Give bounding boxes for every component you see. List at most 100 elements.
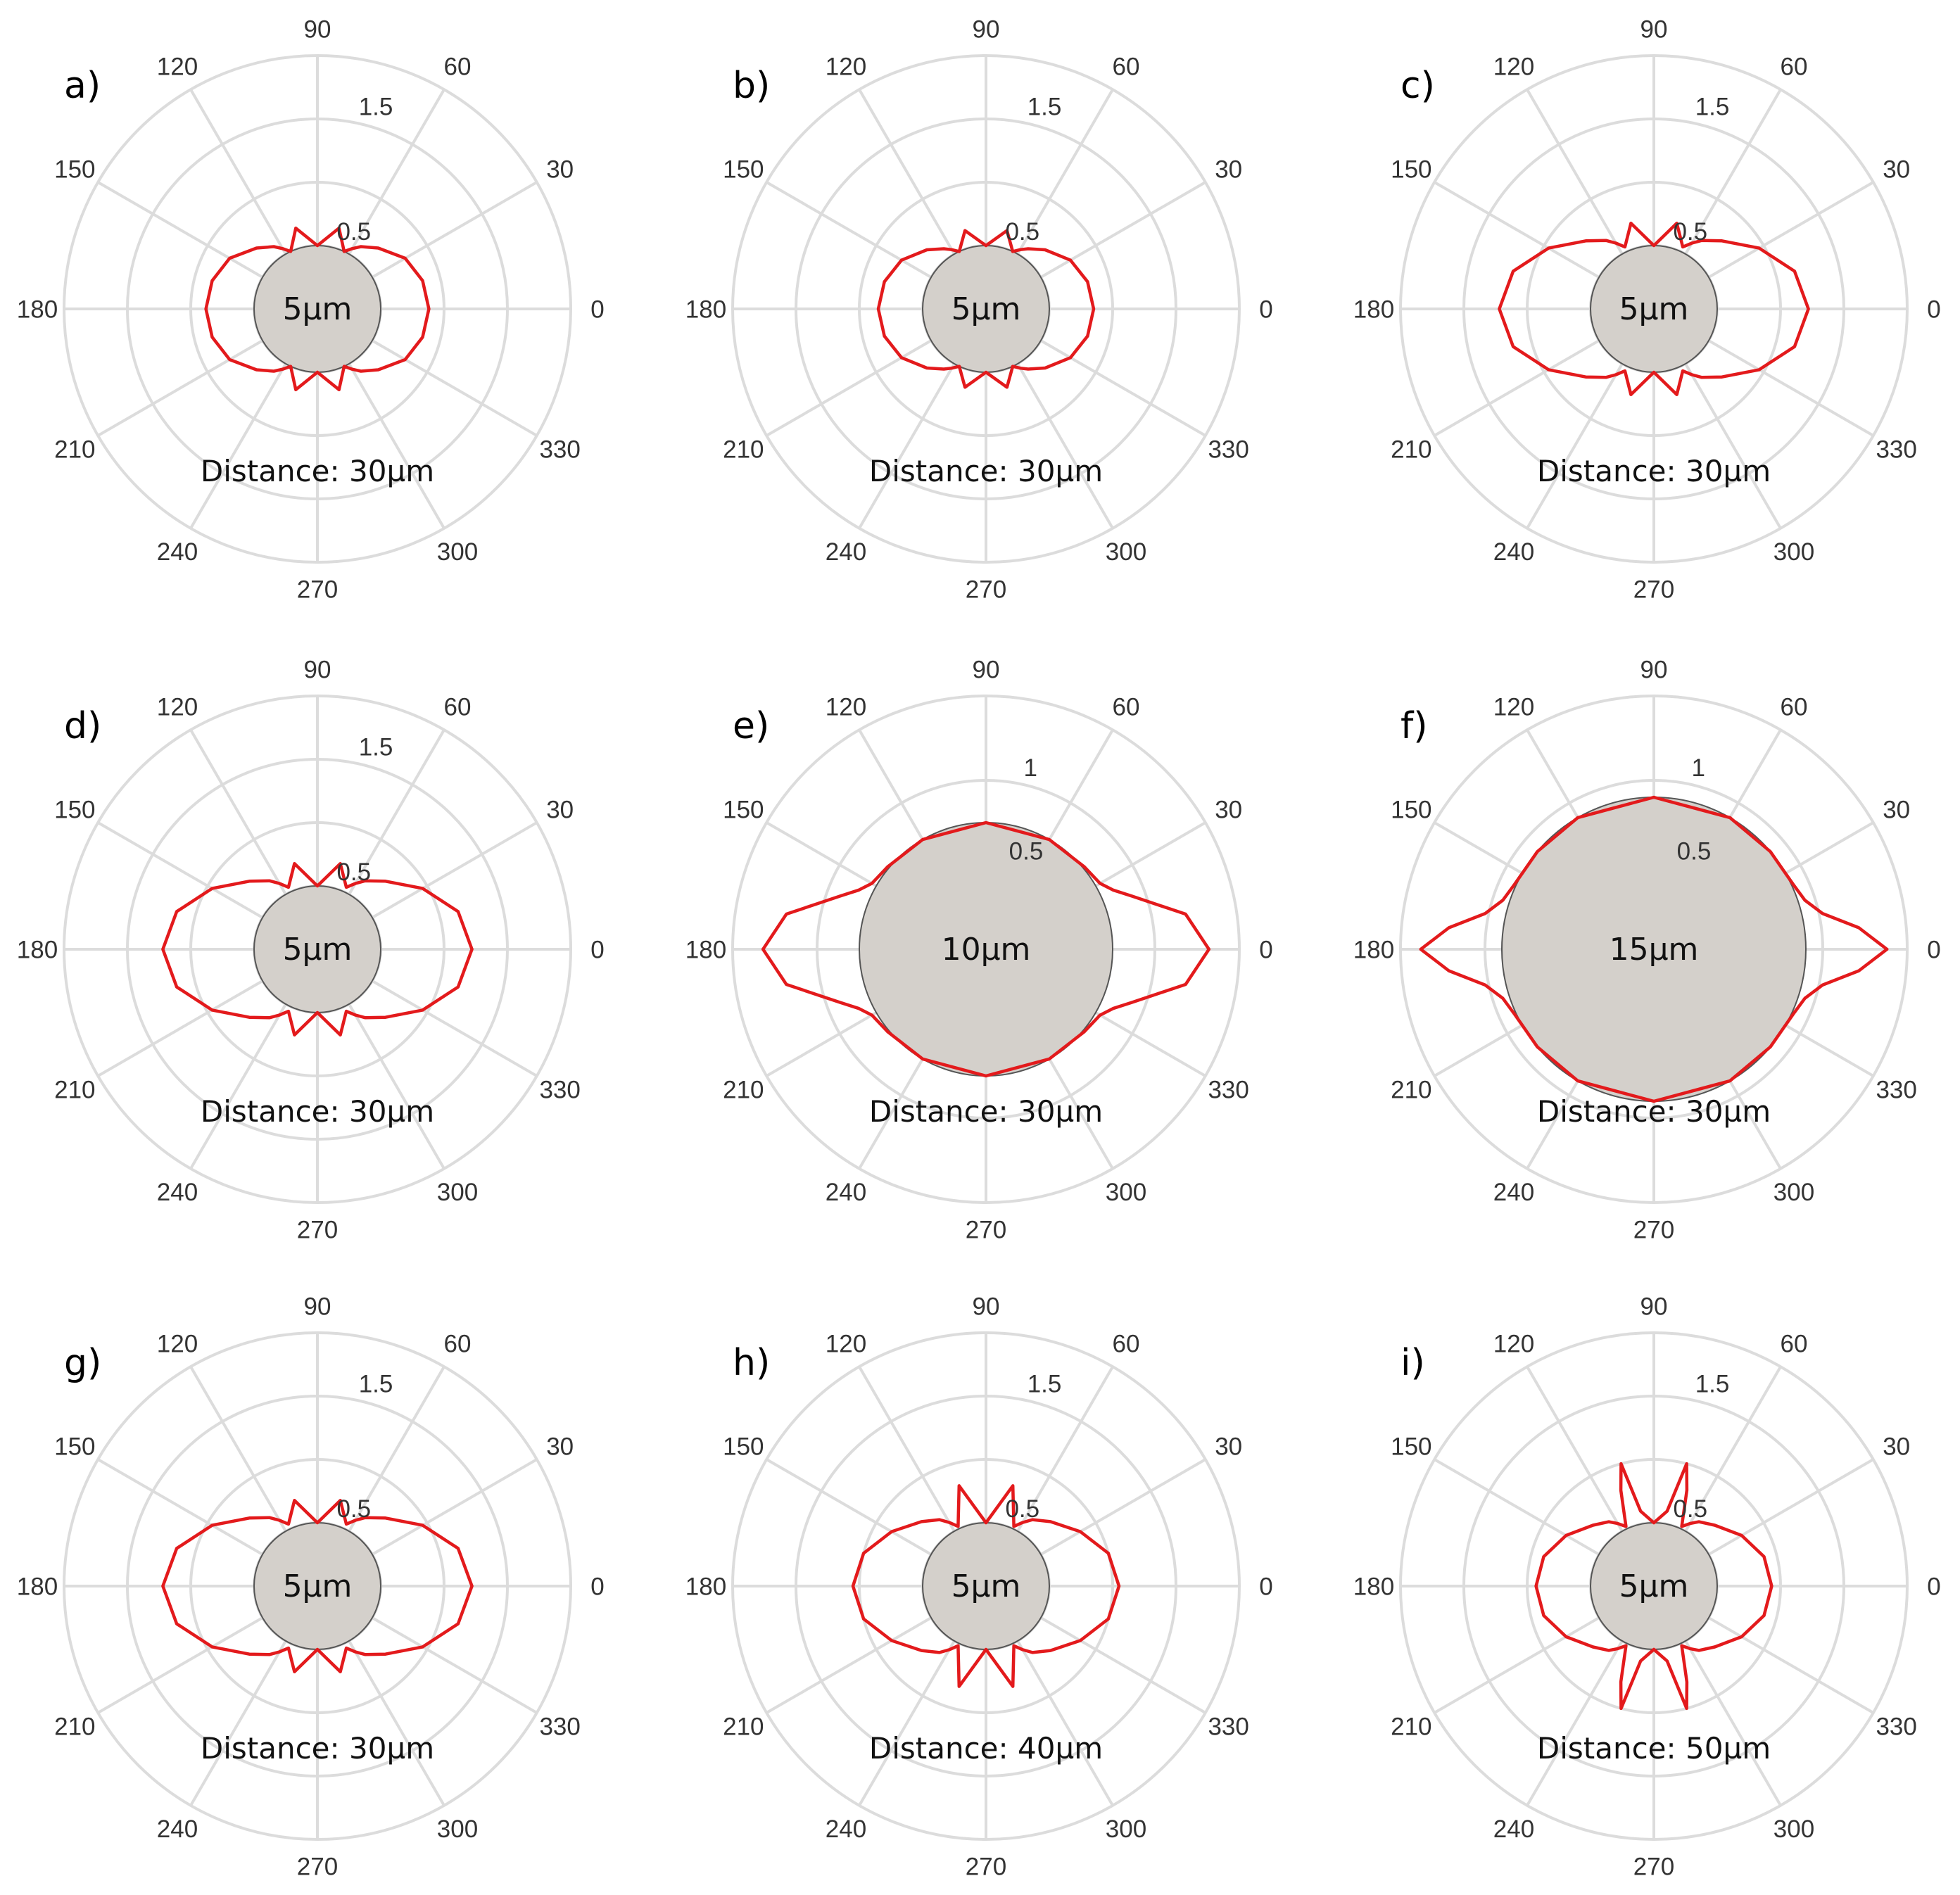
distance-label: Distance: 30µm bbox=[1537, 454, 1771, 488]
angle-tick-label: 60 bbox=[444, 694, 472, 721]
angle-tick-label: 180 bbox=[17, 936, 58, 963]
angle-tick-label: 300 bbox=[1774, 1815, 1814, 1843]
radial-tick-label: 1 bbox=[1023, 754, 1037, 782]
field-curve bbox=[161, 862, 474, 1037]
angle-tick-label: 90 bbox=[304, 15, 331, 43]
polar-panel-i: 0 30 60 90 120 150 180 210 240 270 300 330 0.5 1.5 i) 5… bbox=[1353, 1293, 1941, 1880]
angle-tick-label: 150 bbox=[1391, 156, 1431, 183]
radial-tick-label: 0.5 bbox=[336, 218, 371, 246]
panel-label: h) bbox=[733, 1342, 770, 1384]
angle-tick-label: 240 bbox=[157, 1179, 198, 1206]
angle-tick-label: 120 bbox=[157, 1331, 198, 1358]
radial-tick-label: 0.5 bbox=[1673, 218, 1707, 246]
panel-label: a) bbox=[64, 65, 101, 107]
angle-tick-label: 270 bbox=[1633, 576, 1674, 603]
angle-tick-label: 30 bbox=[546, 156, 574, 183]
radial-tick-label: 0.5 bbox=[1005, 218, 1039, 246]
angle-tick-label: 210 bbox=[1391, 1076, 1431, 1103]
radial-tick-label: 1 bbox=[1691, 754, 1705, 782]
polar-panel-e: 0 30 60 90 120 150 180 210 240 270 300 330 0.5 1 e) 10µ… bbox=[685, 656, 1273, 1243]
angle-tick-label: 210 bbox=[54, 436, 95, 463]
angle-tick-label: 150 bbox=[54, 1433, 95, 1460]
angle-tick-label: 0 bbox=[1259, 936, 1272, 963]
angle-tick-label: 330 bbox=[1876, 1076, 1916, 1103]
angle-tick-label: 210 bbox=[723, 436, 764, 463]
angle-tick-label: 240 bbox=[826, 1815, 866, 1843]
distance-label: Distance: 30µm bbox=[201, 454, 434, 488]
angle-tick-label: 30 bbox=[1883, 156, 1910, 183]
polar-panel-c: 0 30 60 90 120 150 180 210 240 270 300 330 0.5 1.5 c) 5… bbox=[1353, 15, 1941, 603]
angle-tick-label: 120 bbox=[1493, 53, 1534, 81]
angle-tick-label: 90 bbox=[1640, 1293, 1668, 1320]
angle-tick-label: 0 bbox=[590, 296, 604, 323]
polar-panel-a: 0 30 60 90 120 150 180 210 240 270 300 330 0.5 1.5 a) 5… bbox=[17, 15, 605, 603]
field-curve bbox=[851, 1484, 1121, 1688]
angle-tick-label: 150 bbox=[723, 1433, 764, 1460]
radial-tick-label: 1.5 bbox=[359, 94, 393, 121]
angle-tick-label: 30 bbox=[1215, 1433, 1242, 1460]
particle-size-label: 5µm bbox=[283, 932, 353, 968]
distance-label: Distance: 30µm bbox=[869, 454, 1103, 488]
angle-tick-label: 330 bbox=[1208, 1713, 1248, 1740]
angle-tick-label: 300 bbox=[437, 538, 478, 566]
particle-size-label: 5µm bbox=[1619, 291, 1689, 327]
angle-tick-label: 300 bbox=[1106, 538, 1146, 566]
panel-label: c) bbox=[1401, 65, 1435, 107]
angle-tick-label: 120 bbox=[1493, 694, 1534, 721]
angle-tick-label: 330 bbox=[1208, 1076, 1248, 1103]
angle-tick-label: 210 bbox=[54, 1076, 95, 1103]
distance-label: Distance: 50µm bbox=[1537, 1731, 1771, 1766]
angle-tick-label: 30 bbox=[1883, 1433, 1910, 1460]
particle-size-label: 15µm bbox=[1610, 932, 1699, 968]
angle-tick-label: 60 bbox=[1113, 694, 1140, 721]
angle-tick-label: 0 bbox=[1927, 936, 1940, 963]
angle-tick-label: 150 bbox=[723, 796, 764, 823]
angle-tick-label: 60 bbox=[1113, 1331, 1140, 1358]
angle-tick-label: 240 bbox=[1493, 1179, 1534, 1206]
angle-tick-label: 0 bbox=[590, 936, 604, 963]
panel-label: e) bbox=[733, 705, 769, 747]
panel-label: i) bbox=[1401, 1342, 1425, 1384]
angle-tick-label: 180 bbox=[1353, 1573, 1394, 1600]
particle-size-label: 10µm bbox=[942, 932, 1031, 968]
angle-tick-label: 330 bbox=[1208, 436, 1248, 463]
polar-panel-d: 0 30 60 90 120 150 180 210 240 270 300 330 0.5 1.5 d) 5… bbox=[17, 656, 605, 1243]
radial-tick-label: 1.5 bbox=[1695, 1371, 1730, 1398]
angle-tick-label: 300 bbox=[437, 1815, 478, 1843]
angle-tick-label: 0 bbox=[1259, 296, 1272, 323]
polar-panel-f: 0 30 60 90 120 150 180 210 240 270 300 330 0.5 1 f) 15µ… bbox=[1353, 656, 1941, 1243]
angle-tick-label: 270 bbox=[966, 1216, 1006, 1243]
angle-tick-label: 30 bbox=[1883, 796, 1910, 823]
distance-label: Distance: 40µm bbox=[869, 1731, 1103, 1766]
angle-tick-label: 210 bbox=[723, 1713, 764, 1740]
radial-tick-label: 0.5 bbox=[1677, 837, 1712, 865]
particle-size-label: 5µm bbox=[1619, 1568, 1689, 1604]
angle-tick-label: 210 bbox=[1391, 1713, 1431, 1740]
angle-tick-label: 30 bbox=[1215, 796, 1242, 823]
angle-tick-label: 180 bbox=[685, 1573, 726, 1600]
field-curve bbox=[161, 1499, 474, 1673]
angle-tick-label: 270 bbox=[1633, 1216, 1674, 1243]
distance-label: Distance: 30µm bbox=[869, 1094, 1103, 1129]
particle-size-label: 5µm bbox=[283, 1568, 353, 1604]
panel-label: f) bbox=[1401, 705, 1428, 747]
angle-tick-label: 330 bbox=[1876, 1713, 1916, 1740]
angle-tick-label: 300 bbox=[437, 1179, 478, 1206]
angle-tick-label: 270 bbox=[966, 1853, 1006, 1880]
angle-tick-label: 30 bbox=[1215, 156, 1242, 183]
angle-tick-label: 180 bbox=[685, 296, 726, 323]
angle-tick-label: 240 bbox=[157, 538, 198, 566]
angle-tick-label: 180 bbox=[1353, 296, 1394, 323]
angle-tick-label: 270 bbox=[297, 1853, 338, 1880]
angle-tick-label: 300 bbox=[1774, 1179, 1814, 1206]
angle-tick-label: 300 bbox=[1774, 538, 1814, 566]
angle-tick-label: 270 bbox=[1633, 1853, 1674, 1880]
angle-tick-label: 180 bbox=[1353, 936, 1394, 963]
angle-tick-label: 150 bbox=[723, 156, 764, 183]
radial-tick-label: 1.5 bbox=[1028, 1371, 1062, 1398]
angle-tick-label: 30 bbox=[546, 796, 574, 823]
angle-tick-label: 120 bbox=[826, 694, 866, 721]
angle-tick-label: 120 bbox=[826, 1331, 866, 1358]
angle-tick-label: 210 bbox=[1391, 436, 1431, 463]
angle-tick-label: 60 bbox=[1781, 53, 1808, 81]
